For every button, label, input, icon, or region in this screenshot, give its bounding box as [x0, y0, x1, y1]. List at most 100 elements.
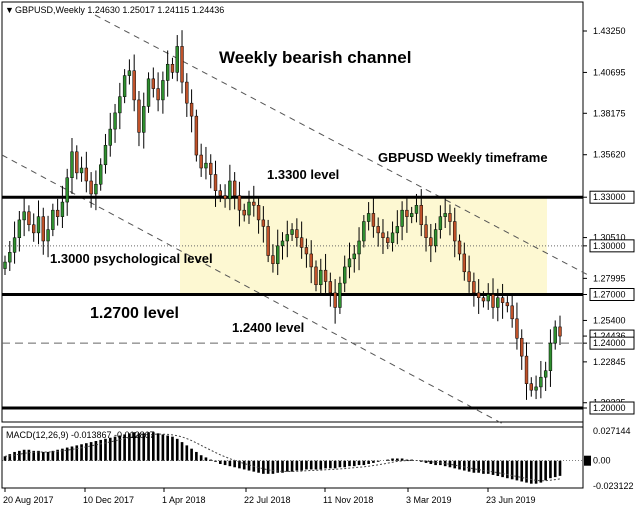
candle-body [395, 226, 400, 234]
level-1-24-label: 1.2400 level [232, 320, 304, 335]
price-tick-label: 1.20000 [593, 403, 626, 413]
price-tick-label: 1.30000 [593, 241, 626, 251]
symbol-info-icon: ▼ [5, 5, 14, 15]
candle-body [295, 229, 299, 238]
candle-body [553, 326, 557, 344]
candle-body [510, 305, 514, 320]
price-tick-label: 1.30510 [593, 233, 626, 243]
candle-body [180, 46, 184, 83]
macd-histogram [2, 432, 583, 484]
price-label-box [589, 190, 635, 204]
candle-body [142, 106, 146, 133]
price-axis: 1.43250 1.40695 1.38175 1.35620 1.33000 1.305… [583, 26, 635, 415]
candle-body [371, 213, 376, 227]
candle-body [462, 253, 466, 273]
candle-body [108, 128, 112, 146]
time-tick-label: 23 Jun 2019 [486, 495, 536, 505]
candle-body [290, 229, 294, 235]
price-label-box [589, 336, 635, 350]
price-tick-label: 1.38175 [593, 108, 626, 118]
candle-body [496, 297, 500, 308]
candle-body [338, 282, 342, 308]
candle-body [357, 240, 361, 255]
price-tick-label: 1.33000 [593, 192, 626, 202]
candle-body [457, 240, 462, 255]
symbol-info: GBPUSD,Weekly 1.24630 1.25017 1.24115 1.… [15, 5, 224, 15]
candle-body [12, 237, 17, 253]
candle-body [22, 211, 26, 221]
candle-body [237, 195, 242, 211]
candle-body [352, 253, 356, 260]
candle-body [520, 338, 524, 357]
macd-tick-label: -0.023122 [593, 481, 634, 491]
candle-body [41, 216, 45, 242]
candle-body [27, 211, 31, 226]
candle-body [266, 226, 270, 256]
macd-axis: 0.027144 0.00 -0.023122 [584, 426, 634, 491]
time-tick-label: 22 Jul 2018 [244, 495, 291, 505]
time-axis: 20 Aug 2017 10 Dec 2017 1 Apr 2018 22 Jul 2… [3, 488, 536, 505]
candle-body [175, 46, 179, 73]
candle-body [543, 370, 548, 378]
candle-body [323, 269, 328, 282]
candle-body [524, 355, 529, 384]
candle-body [151, 78, 156, 89]
candle-body [89, 180, 93, 195]
horizontal-levels [2, 195, 583, 410]
candle-body [438, 216, 443, 230]
price-tick-label: 1.40695 [593, 67, 626, 77]
candle-body [515, 318, 519, 339]
candle-body [247, 201, 251, 216]
candle-body [409, 213, 414, 217]
macd-tick-label: 0.027144 [593, 426, 631, 436]
candle-body [228, 180, 232, 200]
candle-body [75, 151, 79, 174]
candle-body [280, 240, 285, 247]
candle-body [60, 201, 65, 217]
candle-body [276, 245, 280, 264]
candle-body [271, 255, 275, 264]
candle-body [146, 78, 151, 107]
macd-tick-label: 0.00 [593, 456, 611, 466]
level-1-27-label: 1.2700 level [90, 305, 179, 322]
candle-body [156, 88, 160, 101]
time-tick-label: 3 Mar 2019 [406, 495, 452, 505]
candle-body [209, 162, 213, 175]
candle-body [319, 269, 323, 286]
price-label-box [589, 239, 635, 253]
price-tick-label: 1.22845 [593, 357, 626, 367]
candle-body [500, 297, 505, 303]
price-tick-label: 1.27000 [593, 289, 626, 299]
candle-body [122, 75, 127, 97]
candle-body [314, 266, 318, 286]
candle-body [51, 209, 55, 230]
candle-body [529, 383, 533, 391]
candle-body [99, 164, 103, 185]
candle-body [204, 162, 208, 169]
candle-body [328, 281, 333, 294]
candle-body [539, 376, 543, 388]
time-tick-label: 11 Nov 2018 [323, 495, 373, 505]
candle-body [381, 232, 385, 238]
candles [3, 30, 562, 400]
candle-body [165, 63, 170, 81]
channel-lower-line [1, 154, 506, 426]
candle-body [161, 80, 165, 101]
macd-signal-line [4, 433, 561, 482]
candle-body [443, 213, 447, 217]
candle-body [285, 234, 289, 242]
price-label-box [589, 401, 635, 415]
candle-body [453, 221, 457, 242]
candle-body [170, 63, 175, 73]
candle-body [472, 281, 476, 294]
candle-body [414, 205, 419, 214]
candle-body [548, 342, 553, 371]
candle-body [242, 209, 246, 216]
candle-body [534, 386, 538, 391]
macd-label: MACD(12,26,9) -0.013867 -0.012867 [6, 430, 155, 440]
candle-body [299, 237, 304, 248]
candle-body [32, 224, 36, 234]
candle-body [376, 226, 380, 234]
candle-body [343, 266, 347, 284]
